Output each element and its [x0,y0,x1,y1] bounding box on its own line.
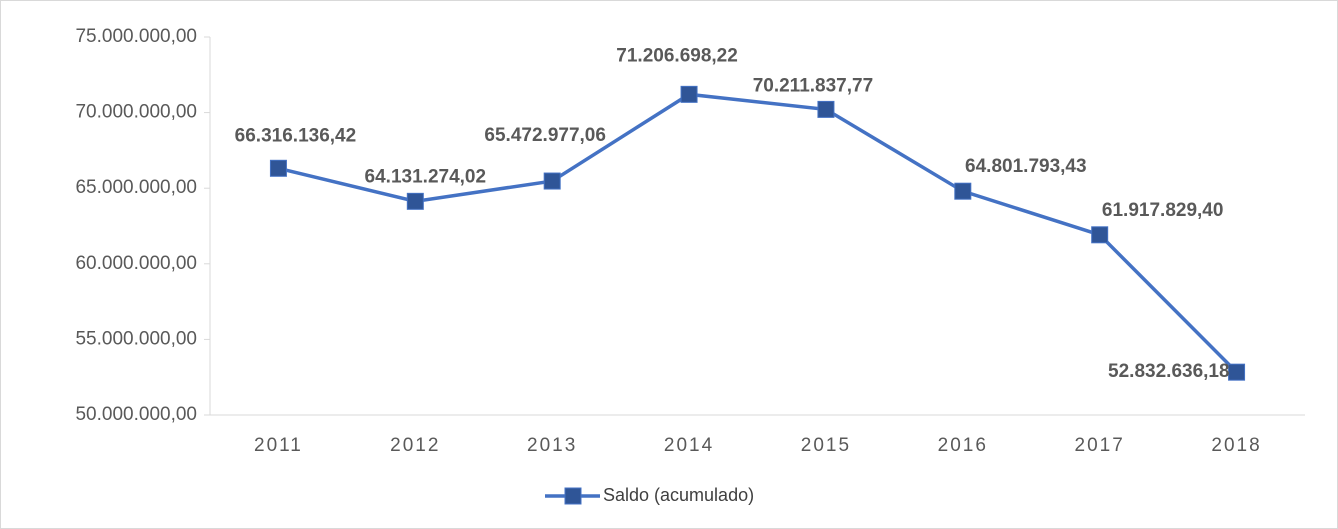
marker [1091,226,1109,244]
marker [954,182,972,200]
marker [269,159,287,177]
y-tick-label: 75.000.000,00 [75,26,197,47]
line [278,92,1238,374]
x-tick-label: 2017 [1075,435,1125,456]
y-tick-label: 65.000.000,00 [75,177,197,198]
y-tick-label: 55.000.000,00 [75,328,197,349]
marker [680,85,698,103]
data-label: 66.316.136,42 [235,125,357,146]
x-tick-label: 2011 [254,435,303,456]
data-label: 65.472.977,06 [484,125,606,146]
data-label: 71.206.698,22 [616,45,738,66]
y-tick-label: 70.000.000,00 [75,102,197,123]
marker [406,192,424,210]
x-tick-label: 2014 [664,435,714,456]
marker [543,172,561,190]
data-label: 61.917.829,40 [1102,200,1224,221]
marker [817,100,835,118]
x-tick-label: 2013 [527,435,577,456]
y-tick-label: 50.000.000,00 [75,404,197,425]
legend-label: Saldo (acumulado) [603,485,754,505]
data-label: 52.832.636,18 [1108,361,1230,382]
data-label: 64.801.793,43 [965,156,1087,177]
y-tick-label: 60.000.000,00 [75,253,197,274]
data-label: 64.131.274,02 [365,166,487,187]
x-tick-label: 2012 [390,435,440,456]
x-tick-label: 2016 [938,435,988,456]
legend-marker [564,487,582,505]
data-label: 70.211.837,77 [753,75,873,96]
x-tick-label: 2018 [1211,435,1261,456]
marker [1228,363,1246,381]
x-tick-label: 2015 [801,435,851,456]
